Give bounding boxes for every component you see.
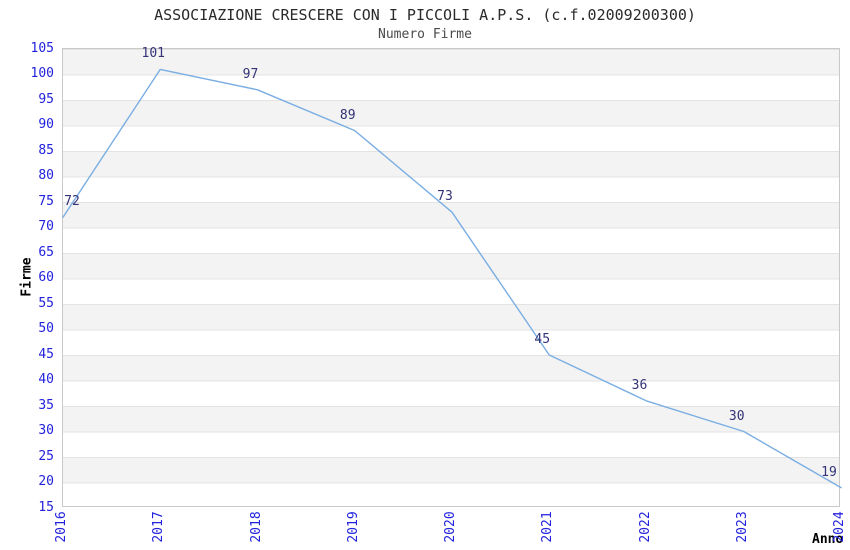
line-series <box>62 68 842 489</box>
y-tick-label: 80 <box>38 168 54 183</box>
y-tick-label: 60 <box>38 270 54 285</box>
y-tick-label: 25 <box>38 448 54 464</box>
y-tick-label: 50 <box>38 321 54 336</box>
data-label: 101 <box>141 46 165 62</box>
data-label: 30 <box>728 408 745 424</box>
x-tick-label: 2020 <box>443 511 458 543</box>
x-tick-label: 2021 <box>540 511 556 543</box>
data-label: 97 <box>242 66 259 82</box>
x-tick-label: 2024 <box>832 511 847 543</box>
x-axis-label: Anno <box>812 532 844 547</box>
data-label: 19 <box>821 464 837 480</box>
chart-title: ASSOCIAZIONE CRESCERE CON I PICCOLI A.P.… <box>154 6 696 24</box>
y-tick-label: 105 <box>30 40 54 56</box>
data-label: 72 <box>64 194 80 210</box>
y-tick-label: 90 <box>38 117 54 132</box>
y-tick-label: 40 <box>38 372 54 387</box>
y-tick-label: 65 <box>38 244 54 260</box>
line-chart-canvas <box>62 68 842 489</box>
y-tick-label: 95 <box>38 91 54 107</box>
y-tick-label: 15 <box>38 499 54 515</box>
data-label: 45 <box>534 332 551 347</box>
y-tick-label: 30 <box>38 423 54 438</box>
data-label: 73 <box>437 189 453 205</box>
y-tick-label: 55 <box>38 295 54 311</box>
y-tick-label: 20 <box>38 474 54 489</box>
y-tick-label: 45 <box>38 346 54 362</box>
x-tick-label: 2019 <box>345 511 361 543</box>
data-label: 89 <box>339 107 356 123</box>
y-tick-label: 100 <box>30 66 54 81</box>
data-label: 36 <box>631 377 648 393</box>
x-tick-label: 2023 <box>734 511 750 543</box>
x-tick-label: 2022 <box>637 511 653 543</box>
y-tick-label: 70 <box>38 219 54 234</box>
x-tick-label: 2018 <box>248 511 264 543</box>
y-tick-label: 85 <box>38 142 54 158</box>
plot-area <box>62 48 842 507</box>
chart-subtitle: Numero Firme <box>378 27 472 42</box>
y-tick-label: 75 <box>38 193 54 209</box>
x-tick-label: 2017 <box>151 511 167 543</box>
y-tick-label: 35 <box>38 397 54 413</box>
x-tick-label: 2016 <box>54 511 69 543</box>
